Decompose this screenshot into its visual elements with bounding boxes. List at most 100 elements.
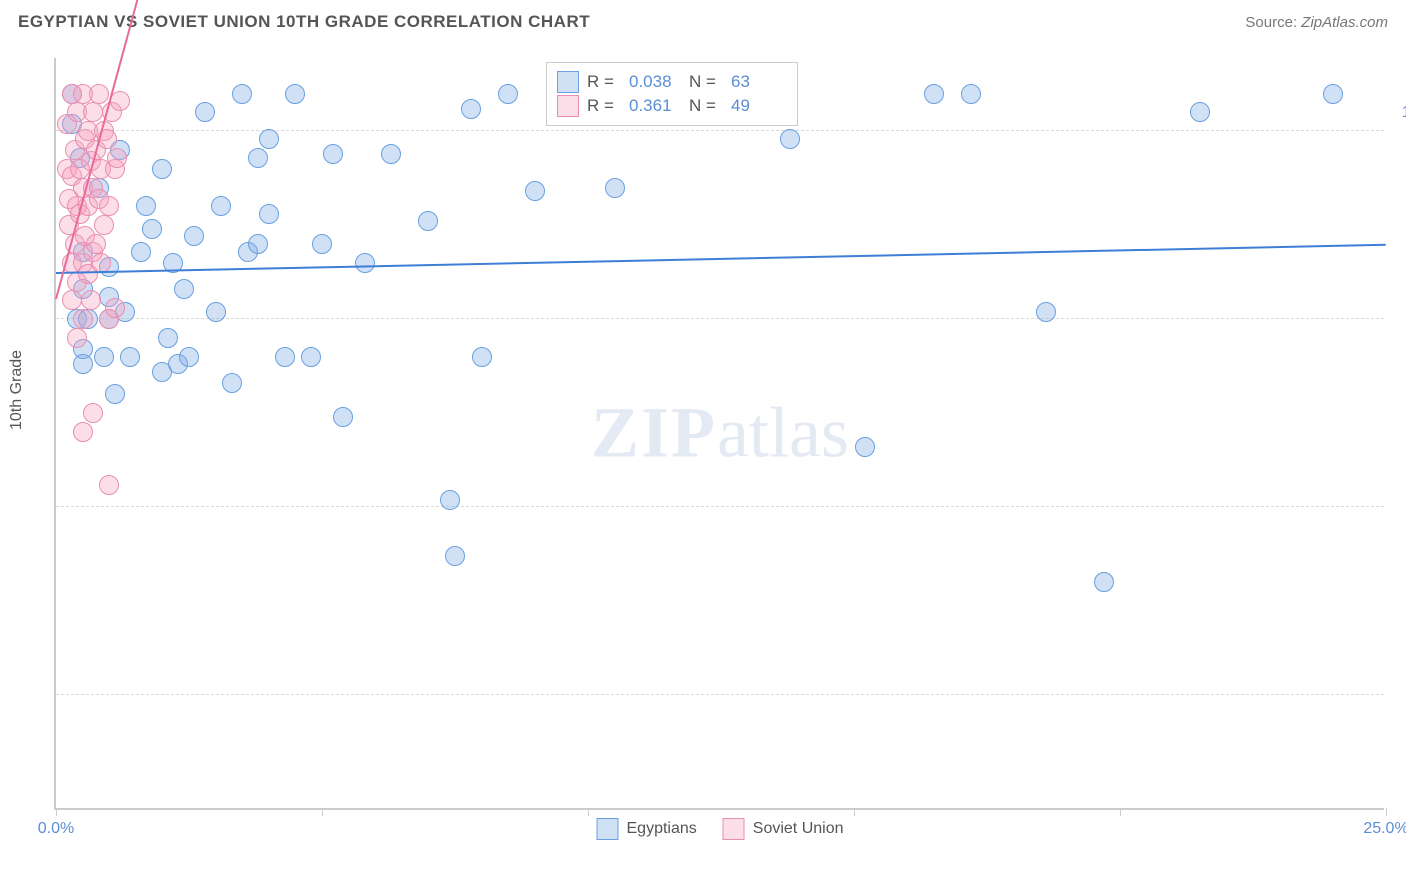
legend-label: Soviet Union (753, 820, 844, 838)
data-point (142, 219, 162, 239)
data-point (259, 204, 279, 224)
y-axis-label: 10th Grade (8, 350, 26, 430)
data-point (855, 437, 875, 457)
data-point (73, 354, 93, 374)
scatter-plot-area: ZIPatlas R =0.038N =63R =0.361N =49 Egyp… (54, 58, 1384, 810)
watermark-zip: ZIP (591, 393, 717, 473)
legend-label: Egyptians (627, 820, 697, 838)
y-tick-label: 90.0% (1392, 480, 1406, 498)
stat-n-value: 63 (731, 72, 783, 92)
y-tick-label: 95.0% (1392, 292, 1406, 310)
x-tick (588, 808, 589, 816)
data-point (211, 196, 231, 216)
data-point (285, 84, 305, 104)
legend-swatch-icon (557, 71, 579, 93)
legend-swatch-icon (723, 818, 745, 840)
data-point (99, 196, 119, 216)
legend-swatch-icon (597, 818, 619, 840)
data-point (323, 144, 343, 164)
source-label: Source: (1245, 14, 1301, 31)
data-point (961, 84, 981, 104)
stats-row: R =0.361N =49 (557, 95, 783, 117)
x-tick (1120, 808, 1121, 816)
data-point (105, 384, 125, 404)
data-point (67, 328, 87, 348)
data-point (780, 129, 800, 149)
data-point (86, 234, 106, 254)
gridline (56, 506, 1384, 507)
data-point (179, 347, 199, 367)
source-value: ZipAtlas.com (1301, 14, 1388, 31)
x-tick-label: 25.0% (1363, 820, 1406, 838)
data-point (62, 290, 82, 310)
chart-source: Source: ZipAtlas.com (1245, 14, 1388, 31)
data-point (472, 347, 492, 367)
data-point (94, 347, 114, 367)
data-point (152, 159, 172, 179)
data-point (73, 309, 93, 329)
data-point (232, 84, 252, 104)
data-point (1190, 102, 1210, 122)
data-point (184, 226, 204, 246)
data-point (206, 302, 226, 322)
legend-swatch-icon (557, 95, 579, 117)
x-tick (322, 808, 323, 816)
stat-n-label: N = (689, 72, 723, 92)
data-point (312, 234, 332, 254)
watermark: ZIPatlas (591, 392, 849, 475)
stat-n-value: 49 (731, 96, 783, 116)
data-point (91, 253, 111, 273)
data-point (498, 84, 518, 104)
data-point (525, 181, 545, 201)
stat-r-value: 0.361 (629, 96, 681, 116)
data-point (1094, 572, 1114, 592)
stats-row: R = 0.038 N = 63 (557, 71, 783, 93)
chart-header: EGYPTIAN VS SOVIET UNION 10TH GRADE CORR… (18, 12, 1388, 32)
data-point (174, 279, 194, 299)
correlation-stats-box: R =0.038N =63R =0.361N =49 (546, 62, 798, 126)
data-point (81, 290, 101, 310)
data-point (333, 407, 353, 427)
data-point (99, 475, 119, 495)
data-point (107, 148, 127, 168)
data-point (259, 129, 279, 149)
data-point (158, 328, 178, 348)
data-point (605, 178, 625, 198)
data-point (83, 102, 103, 122)
data-point (440, 490, 460, 510)
legend-item: Egyptians (597, 818, 697, 840)
data-point (110, 91, 130, 111)
gridline (56, 318, 1384, 319)
series-legend: Egyptians Soviet Union (597, 818, 844, 840)
data-point (355, 253, 375, 273)
data-point (418, 211, 438, 231)
data-point (89, 84, 109, 104)
data-point (195, 102, 215, 122)
x-tick (854, 808, 855, 816)
data-point (73, 422, 93, 442)
stat-r-label: R = (587, 72, 621, 92)
y-tick-label: 85.0% (1392, 668, 1406, 686)
data-point (445, 546, 465, 566)
data-point (1323, 84, 1343, 104)
y-tick-label: 100.0% (1392, 104, 1406, 122)
stat-r-value: 0.038 (629, 72, 681, 92)
data-point (248, 148, 268, 168)
stat-r-label: R = (587, 96, 621, 116)
gridline (56, 130, 1384, 131)
data-point (131, 242, 151, 262)
data-point (1036, 302, 1056, 322)
x-tick-label: 0.0% (38, 820, 74, 838)
data-point (248, 234, 268, 254)
data-point (83, 403, 103, 423)
data-point (222, 373, 242, 393)
data-point (301, 347, 321, 367)
x-tick (1386, 808, 1387, 816)
data-point (461, 99, 481, 119)
data-point (94, 215, 114, 235)
data-point (105, 298, 125, 318)
x-tick (56, 808, 57, 816)
data-point (275, 347, 295, 367)
legend-item: Soviet Union (723, 818, 844, 840)
data-point (924, 84, 944, 104)
